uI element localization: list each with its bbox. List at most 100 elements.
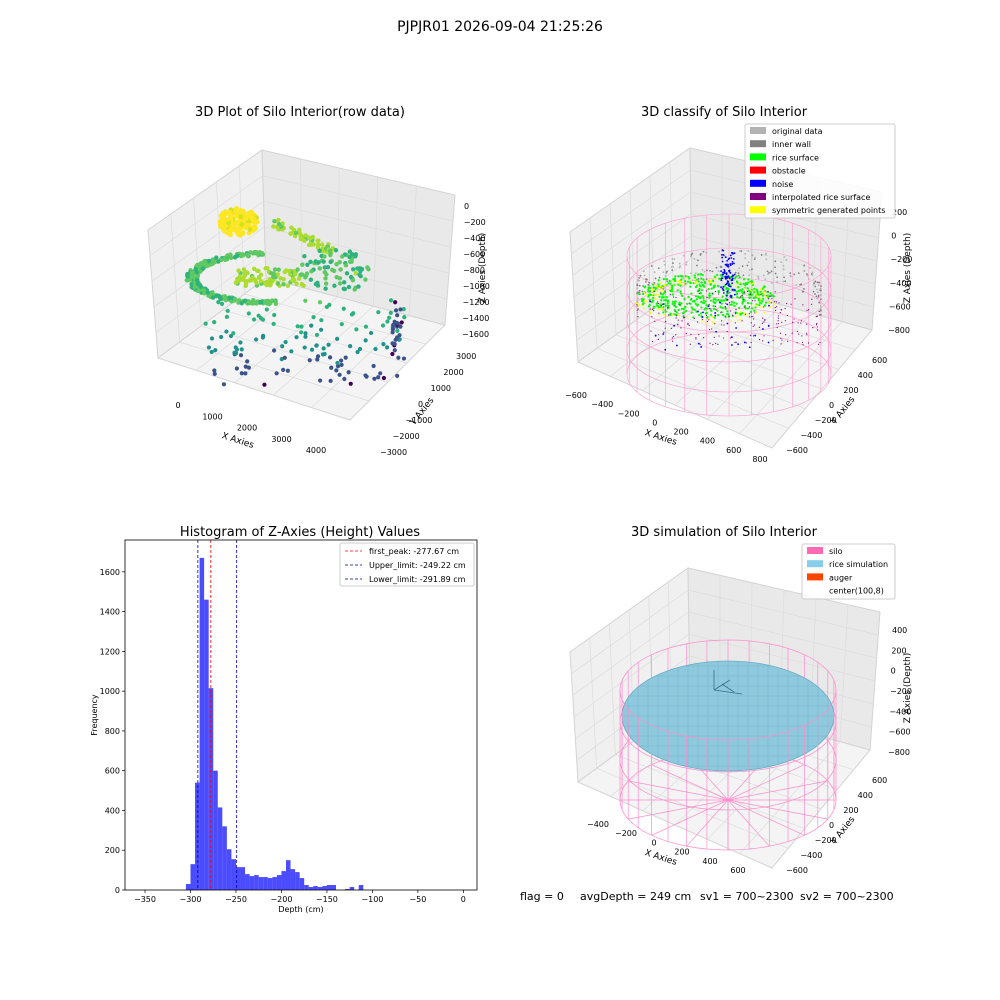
- panel2-point: [665, 296, 668, 299]
- panel2-legend: original data inner wall rice surface obsta…: [750, 127, 885, 215]
- panel2-point: [717, 291, 720, 294]
- panel2-point: [677, 319, 679, 321]
- panel2-point: [657, 294, 659, 296]
- panel1-point: [232, 296, 238, 302]
- panel2-point: [702, 250, 705, 253]
- panel2-point: [690, 311, 693, 314]
- panel2-point: [721, 295, 724, 298]
- panel1-x-label: X Axies: [220, 431, 255, 451]
- histogram-y-tick: 800: [105, 727, 120, 736]
- histogram-y-tick: 1000: [100, 687, 120, 696]
- panel2-point: [747, 307, 750, 310]
- panel2-point: [709, 313, 713, 316]
- panel1-point: [297, 227, 302, 233]
- panel2-point: [712, 344, 714, 346]
- panel2-point: [708, 296, 711, 299]
- panel2-point: [816, 291, 819, 294]
- panel2-point: [729, 294, 732, 297]
- panel2-point: [807, 309, 810, 311]
- panel2-point: [727, 275, 730, 278]
- panel1-point: [378, 371, 383, 376]
- panel2-point: [722, 286, 725, 288]
- panel1-y-tick: 3000: [456, 352, 476, 361]
- panel2-point: [691, 298, 693, 300]
- panel2-point: [818, 310, 820, 312]
- panel2-point: [706, 290, 708, 292]
- histogram-bar: [326, 885, 332, 890]
- panel2-point: [714, 312, 717, 314]
- panel1-point: [338, 267, 343, 272]
- panel2-point: [801, 335, 803, 337]
- panel2-point: [758, 326, 761, 328]
- panel2-point: [661, 289, 664, 292]
- panel2-point: [765, 296, 768, 298]
- panel2-legend-label: rice surface: [772, 153, 819, 162]
- panel2-point: [725, 286, 728, 290]
- panel2-point: [770, 281, 773, 284]
- panel1-z-tick: −1600: [462, 330, 489, 339]
- panel2-point: [657, 267, 660, 270]
- panel2-point: [684, 275, 687, 278]
- panel2-point: [819, 341, 821, 344]
- panel2-point: [741, 296, 744, 299]
- histogram-axes-frame: [124, 539, 478, 891]
- panel2-y-tick: −200: [815, 416, 837, 425]
- panel2-point: [651, 316, 653, 318]
- panel2-point: [731, 282, 734, 285]
- footer-sv1: sv1 = 700~2300: [700, 890, 794, 903]
- panel2-point: [742, 299, 744, 301]
- panel2-point: [738, 267, 741, 270]
- panel2-point: [738, 276, 741, 279]
- panel1-point: [373, 346, 378, 352]
- panel1-point: [366, 267, 371, 272]
- panel2-point: [820, 298, 822, 301]
- histogram-bar: [226, 849, 232, 890]
- panel1-point: [393, 337, 398, 342]
- panel2-point: [660, 307, 663, 310]
- panel1-point: [241, 267, 247, 272]
- panel2-point: [785, 334, 787, 336]
- panel2-point: [781, 339, 783, 341]
- panel1-point: [250, 301, 256, 306]
- panel2-point: [686, 302, 689, 305]
- panel2-point: [708, 292, 711, 295]
- panel1-point: [290, 278, 295, 283]
- panel2-point: [695, 272, 697, 274]
- panel2-point: [687, 295, 690, 298]
- panel2-point: [687, 323, 689, 325]
- panel1-point: [222, 256, 227, 262]
- panel2-point: [636, 299, 639, 301]
- panel1-point: [381, 375, 386, 381]
- panel2-legend-label: inner wall: [772, 140, 811, 149]
- panel2-point: [655, 287, 658, 290]
- panel2-point: [767, 341, 770, 344]
- panel2-point: [792, 321, 794, 324]
- panel2-point: [744, 307, 747, 310]
- panel1-point: [262, 382, 267, 387]
- panel1-point: [236, 300, 241, 305]
- panel1-point: [371, 363, 376, 369]
- panel2-point: [638, 293, 641, 296]
- panel1-grid-line: [170, 213, 180, 343]
- panel2-point: [643, 291, 646, 294]
- panel1-point: [246, 278, 252, 283]
- panel2-point: [690, 280, 693, 283]
- panel2-point: [653, 310, 655, 312]
- panel2-point: [750, 316, 753, 318]
- panel2-point: [774, 300, 776, 303]
- panel1-point: [239, 222, 245, 227]
- panel1-point: [342, 280, 347, 285]
- panel2-point: [737, 286, 740, 289]
- panel2-legend-label: original data: [772, 127, 823, 136]
- panel4-auger: [713, 670, 743, 695]
- panel2-point: [654, 277, 657, 280]
- panel1-point: [339, 358, 344, 363]
- panel2-point: [660, 305, 662, 307]
- panel2-point: [709, 299, 713, 302]
- panel2-point: [671, 290, 674, 293]
- panel1-point: [346, 284, 352, 290]
- panel2-point: [720, 302, 723, 305]
- panel2-point: [743, 278, 746, 281]
- panel2-point: [724, 306, 727, 309]
- panel1-point: [286, 268, 292, 274]
